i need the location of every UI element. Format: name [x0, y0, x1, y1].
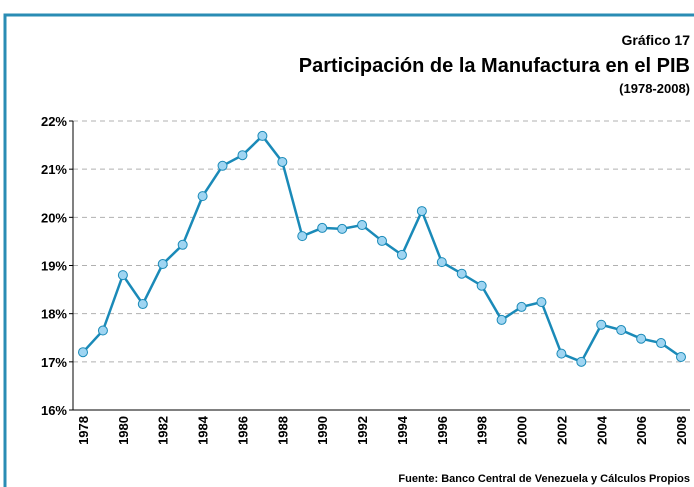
y-tick-label: 20% — [41, 210, 67, 225]
data-point — [217, 160, 228, 171]
data-point — [616, 325, 627, 336]
x-tick-label: 2008 — [674, 416, 689, 445]
data-point — [656, 338, 667, 349]
data-point — [78, 347, 88, 358]
frame — [3, 13, 694, 487]
data-point — [636, 333, 647, 344]
data-point — [257, 130, 268, 141]
x-tick-label: 1996 — [435, 416, 450, 445]
x-tick-label: 1982 — [156, 416, 171, 445]
x-tick-label: 1998 — [475, 416, 490, 445]
y-tick-label: 21% — [41, 162, 67, 177]
data-point — [317, 222, 328, 233]
x-tick-label: 2002 — [554, 416, 569, 445]
x-tick-label: 1994 — [395, 415, 410, 445]
data-point — [456, 268, 467, 279]
data-point — [596, 319, 607, 330]
x-tick-label: 1984 — [196, 415, 211, 445]
data-point — [576, 356, 587, 367]
x-tick-label: 1990 — [315, 416, 330, 445]
chart-subtitle: Participación de la Manufactura en el PI… — [299, 55, 690, 77]
data-point — [556, 348, 567, 359]
data-point — [137, 299, 148, 310]
chart-period: (1978-2008) — [619, 81, 690, 96]
data-point — [297, 231, 308, 242]
data-point — [536, 297, 547, 308]
data-point — [377, 235, 387, 246]
y-tick-label: 18% — [41, 307, 67, 322]
x-tick-label: 1978 — [76, 416, 91, 445]
data-point — [436, 257, 447, 268]
data-point — [676, 352, 686, 363]
data-point — [496, 314, 507, 325]
y-tick-label: 17% — [41, 355, 67, 370]
data-point — [396, 249, 407, 260]
data-point — [516, 301, 527, 312]
x-tick-label: 1992 — [355, 416, 370, 445]
y-tick-label: 22% — [41, 114, 67, 129]
data-point — [416, 206, 427, 217]
y-tick-label: 16% — [41, 403, 67, 418]
x-tick-label: 2000 — [515, 416, 530, 445]
y-tick-label: 19% — [41, 259, 67, 274]
source-note: Fuente: Banco Central de Venezuela y Cál… — [398, 473, 690, 485]
data-point — [97, 325, 108, 336]
data-point — [476, 280, 487, 291]
x-tick-label: 1980 — [116, 416, 131, 445]
x-tick-label: 2004 — [594, 415, 609, 445]
data-point — [197, 191, 208, 202]
data-point — [337, 223, 348, 234]
data-point — [237, 150, 248, 161]
data-point — [157, 259, 168, 270]
data-point — [177, 239, 188, 250]
x-tick-label: 2006 — [634, 416, 649, 445]
data-point — [357, 220, 368, 231]
data-point — [277, 156, 288, 167]
x-tick-label: 1988 — [275, 416, 290, 445]
data-point — [117, 270, 128, 281]
x-tick-label: 1986 — [235, 416, 250, 445]
chart-title: Gráfico 17 — [622, 32, 691, 48]
